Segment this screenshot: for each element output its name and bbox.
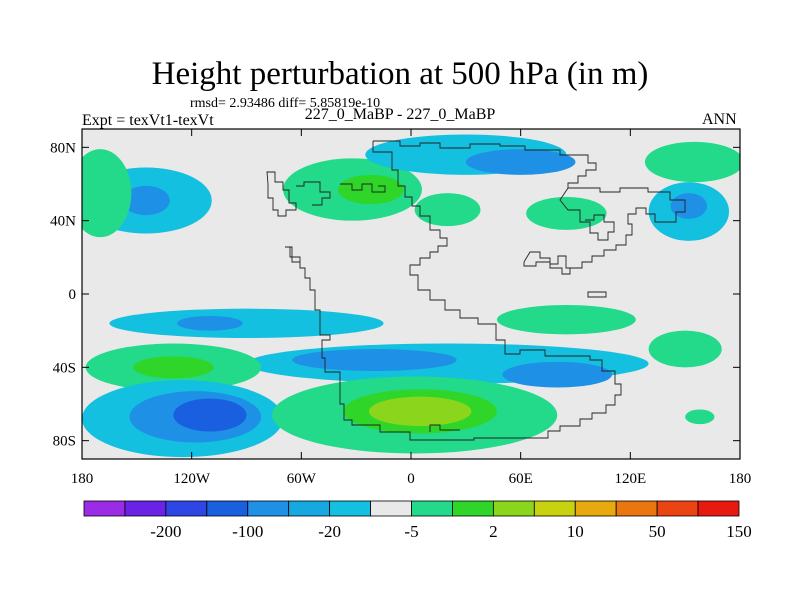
paleo-coastline [266, 140, 686, 441]
colorbar-box-7 [370, 500, 412, 517]
anomaly-20 [648, 330, 722, 368]
x-tick-label: 180 [71, 471, 94, 487]
anomaly-13 [177, 316, 243, 331]
colorbar-box-6 [329, 500, 371, 517]
y-tick-label: 40S [53, 360, 76, 376]
chart-title: Height perturbation at 500 hPa (in m) [151, 56, 649, 92]
colorbar-label: -200 [150, 522, 181, 541]
colorbar-box-9 [452, 500, 494, 517]
coastline-arctic-islands [340, 183, 386, 193]
coastline-europe-inlet [559, 187, 615, 241]
anomaly-18 [133, 356, 214, 379]
anomaly-9 [82, 149, 132, 238]
left-string: Expt = texVt1-texVt [82, 112, 214, 129]
y-tick-label: 40N [50, 214, 76, 230]
colorbar-box-12 [574, 500, 617, 517]
colorbar-box-2 [165, 500, 208, 517]
colorbar-label: -20 [318, 522, 341, 541]
right-string: ANN [702, 111, 737, 128]
colorbar: -200 -100 -20 -5 2 10 50 150 [83, 500, 752, 541]
anomaly-fields [82, 134, 740, 458]
colorbar-label: 50 [649, 522, 666, 541]
y-tick-label: 80S [53, 434, 76, 450]
anomaly-16 [502, 361, 613, 388]
center-string: 227_0_MaBP - 227_0_MaBP [304, 106, 496, 123]
y-tick-label: 80N [50, 140, 76, 156]
coastline-north [285, 141, 622, 441]
anomaly-19 [496, 305, 636, 335]
anomaly-23 [173, 398, 247, 432]
colorbar-box-15 [697, 500, 740, 517]
coastline-west-margin [285, 246, 300, 263]
x-tick-label: 120E [614, 471, 646, 487]
colorbar-box-1 [124, 500, 167, 517]
anomaly-15 [292, 349, 457, 371]
coastline-south-bay [429, 424, 460, 432]
colorbar-box-3 [206, 500, 249, 517]
anomaly-11 [526, 196, 607, 230]
colorbar-box-8 [411, 500, 453, 517]
y-tick-label: 0 [69, 287, 77, 303]
colorbar-box-14 [656, 500, 699, 517]
anomaly-3 [337, 174, 404, 205]
coastline-arctic-east [373, 140, 686, 269]
colorbar-box-11 [533, 500, 576, 517]
colorbar-label: -100 [232, 522, 263, 541]
colorbar-box-10 [492, 500, 535, 517]
axes: 180 120W 60W 0 60E 120E 180 80N 40N 0 40S 80S [50, 129, 751, 487]
anomaly-26 [368, 396, 472, 427]
colorbar-label: 2 [489, 522, 498, 541]
colorbar-label: 10 [567, 522, 584, 541]
anomaly-1 [122, 185, 170, 216]
x-tick-label: 60W [287, 471, 317, 487]
anomaly-8 [644, 141, 740, 183]
coastline-asia-bay [523, 251, 571, 275]
anomaly-27 [685, 409, 715, 425]
anomaly-12 [109, 308, 384, 339]
anomaly-5 [465, 149, 576, 175]
colorbar-box-13 [615, 500, 658, 517]
colorbar-box-4 [247, 500, 290, 517]
x-tick-label: 120W [173, 471, 211, 487]
coastline-north-atlantic [266, 171, 297, 217]
stats-text: rmsd= 2.93486 diff= 5.85819e-10 [190, 96, 381, 111]
colorbar-box-0 [83, 500, 126, 517]
coastline-small-island [587, 291, 607, 298]
x-tick-label: 0 [407, 471, 415, 487]
x-tick-label: 180 [729, 471, 752, 487]
colorbar-label: 150 [726, 522, 752, 541]
colorbar-label: -5 [404, 522, 418, 541]
colorbar-box-5 [288, 500, 331, 517]
x-tick-label: 60E [509, 471, 533, 487]
anomaly-10 [414, 193, 481, 227]
coastline-greenland-edge [296, 181, 331, 206]
